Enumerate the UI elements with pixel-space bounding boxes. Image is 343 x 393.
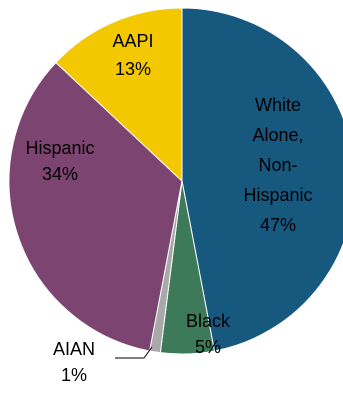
pie-slice-hispanic bbox=[8, 61, 183, 352]
slice-percent: 34% bbox=[42, 164, 78, 184]
slice-name-line: AAPI bbox=[112, 31, 153, 51]
pie-slice-white-alone-non-hispanic bbox=[181, 7, 343, 352]
slice-label-black: Black 5% bbox=[186, 311, 231, 357]
slice-name-line: Hispanic bbox=[25, 138, 94, 158]
slice-name-line: Black bbox=[186, 311, 231, 331]
slice-percent: 47% bbox=[260, 215, 296, 235]
slice-label-aian: AIAN 1% bbox=[53, 339, 95, 385]
slice-name-line: Hispanic bbox=[243, 185, 312, 205]
slice-percent: 1% bbox=[61, 365, 87, 385]
pie-labels: White Alone, Non- Hispanic 47% Black 5% AIAN 1% H… bbox=[25, 31, 312, 385]
slice-name-line: Alone, bbox=[252, 125, 303, 145]
aian-leader-line bbox=[115, 346, 153, 359]
slice-name-line: AIAN bbox=[53, 339, 95, 359]
slice-label-white-alone-non-hispanic: White Alone, Non- Hispanic 47% bbox=[243, 95, 312, 235]
pie-slice-aapi bbox=[55, 7, 183, 183]
slice-label-aapi: AAPI 13% bbox=[112, 31, 153, 79]
slice-label-hispanic: Hispanic 34% bbox=[25, 138, 94, 184]
slice-name-line: Non- bbox=[258, 155, 297, 175]
pie-slices bbox=[8, 7, 343, 355]
slice-name-line: White bbox=[255, 95, 301, 115]
slice-percent: 5% bbox=[195, 337, 221, 357]
slice-percent: 13% bbox=[115, 59, 151, 79]
